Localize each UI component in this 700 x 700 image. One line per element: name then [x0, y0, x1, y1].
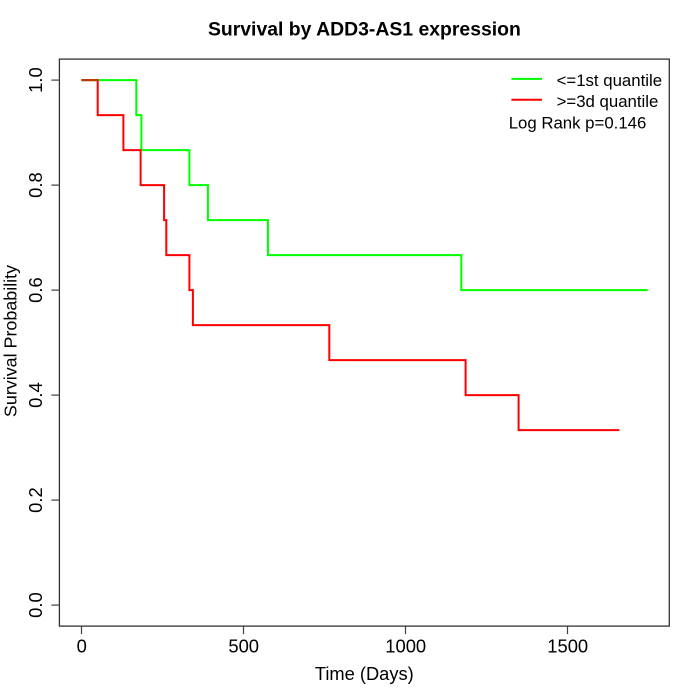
svg-text:<=1st quantile: <=1st quantile	[557, 71, 662, 90]
svg-text:Time (Days): Time (Days)	[315, 663, 414, 684]
svg-text:0.8: 0.8	[25, 172, 46, 198]
svg-text:0: 0	[77, 635, 87, 656]
svg-text:1500: 1500	[547, 635, 588, 656]
svg-text:Log Rank p=0.146: Log Rank p=0.146	[509, 114, 647, 133]
svg-text:Survival Probability: Survival Probability	[1, 265, 21, 417]
svg-text:>=3d quantile: >=3d quantile	[557, 92, 659, 111]
svg-text:0.4: 0.4	[25, 382, 46, 408]
svg-text:0.6: 0.6	[25, 277, 46, 303]
svg-text:Survival by ADD3-AS1 expressio: Survival by ADD3-AS1 expression	[208, 19, 521, 41]
svg-text:500: 500	[228, 635, 259, 656]
svg-text:1000: 1000	[385, 635, 426, 656]
svg-text:0.2: 0.2	[25, 487, 46, 513]
svg-text:1.0: 1.0	[25, 67, 46, 93]
svg-text:0.0: 0.0	[25, 592, 46, 618]
